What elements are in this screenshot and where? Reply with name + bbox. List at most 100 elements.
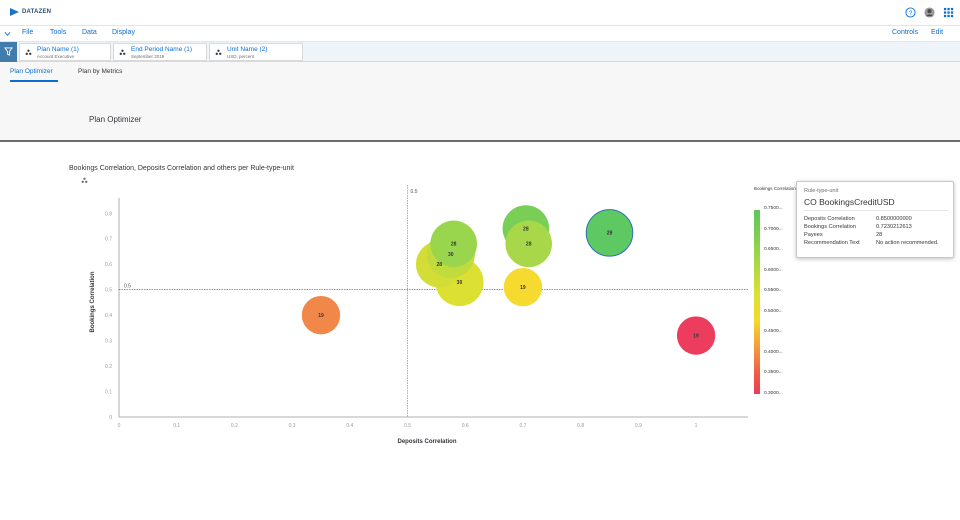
filter-value: Account Executive <box>37 54 75 59</box>
tab-bar: Plan Optimizer Plan by Metrics <box>0 62 960 82</box>
tooltip-row-label: Bookings Correlation <box>804 224 856 230</box>
menu-tools[interactable]: Tools <box>50 29 67 36</box>
bubble[interactable] <box>430 220 477 268</box>
bubble[interactable] <box>503 267 543 307</box>
bubble-label: 19 <box>693 333 699 339</box>
logo-text: DATAZEN <box>22 9 52 15</box>
bubble-label: 19 <box>318 313 324 319</box>
reference-line-y-label: 0.5 <box>124 284 131 290</box>
tooltip-row-label: Payees <box>804 232 823 238</box>
chart-ticks: 0 0.1 0.2 0.3 0.4 0.5 0.6 0.7 0.8 0.9 1 0 0.1 0.2 0.3 0… <box>105 211 698 429</box>
color-scale-bar <box>754 210 760 394</box>
legend-tick-label: 0.4000... <box>764 349 783 355</box>
filter-toggle-button[interactable] <box>0 42 17 62</box>
legend-tick-label: 0.7000... <box>764 226 783 232</box>
filter-chip-plan-name[interactable]: Plan Name (1) Account Executive <box>19 43 111 61</box>
tooltip-row-value: 0.8500000000 <box>876 216 912 222</box>
help-icon[interactable]: ? <box>905 7 916 18</box>
y-tick-label: 0.2 <box>105 364 112 370</box>
logo-mark-icon <box>10 8 19 16</box>
avatar[interactable] <box>924 7 935 18</box>
y-tick-label: 0.7 <box>105 237 112 243</box>
tooltip-row-value: 0.7230212613 <box>876 224 912 230</box>
chevron-down-icon[interactable] <box>4 31 11 37</box>
y-tick-label: 0.5 <box>105 288 112 294</box>
y-tick-label: 0.1 <box>105 390 112 396</box>
x-tick-label: 0.4 <box>346 423 353 429</box>
menu-controls[interactable]: Controls <box>892 29 919 36</box>
tooltip-title: CO BookingsCreditUSD <box>804 197 895 207</box>
y-tick-label: 0 <box>109 415 112 421</box>
bubble-label: 28 <box>526 242 532 248</box>
section-divider <box>0 140 960 142</box>
bubbles[interactable]: 19 30 28 30 28 19 28 28 28 19 <box>301 205 716 355</box>
y-tick-label: 0.6 <box>105 262 112 268</box>
legend-tick-label: 0.5000... <box>764 308 783 314</box>
bubble-label: 28 <box>451 242 457 248</box>
x-tick-label: 1 <box>695 423 698 429</box>
menu-data[interactable]: Data <box>82 29 97 36</box>
chart-title: Bookings Correlation, Deposits Correlati… <box>69 165 294 172</box>
bubble-label: 28 <box>436 262 442 268</box>
legend-tick-label: 0.3000... <box>764 390 783 396</box>
app-logo[interactable]: DATAZEN <box>10 8 51 16</box>
x-tick-label: 0.5 <box>404 423 411 429</box>
x-tick-label: 0 <box>118 423 121 429</box>
tooltip-separator <box>804 210 948 211</box>
bubble-label: 28 <box>523 226 529 232</box>
menu-file[interactable]: File <box>22 29 34 36</box>
bubble-label: 30 <box>448 252 454 258</box>
bubble[interactable] <box>301 295 341 335</box>
bubble[interactable] <box>505 220 552 268</box>
filter-chip-unit-name[interactable]: Unit Name (2) USD, percent <box>209 43 303 61</box>
x-tick-label: 0.9 <box>635 423 642 429</box>
legend-title-text: Bookings Correlation <box>754 186 796 191</box>
bubble[interactable] <box>585 209 634 257</box>
legend-title: Bookings Correlation <box>754 186 796 192</box>
filter-label: Plan Name (1) <box>37 46 79 53</box>
tab-plan-optimizer[interactable]: Plan Optimizer <box>10 68 53 75</box>
svg-text:?: ? <box>909 10 913 17</box>
legend-tick-label: 0.5500... <box>764 288 783 293</box>
x-tick-label: 0.6 <box>462 423 469 429</box>
legend-tick-label: 0.6000... <box>764 267 783 273</box>
tooltip-row-label: Recommendation Text <box>804 240 860 246</box>
reference-lines: 0.5 0.5 <box>119 185 748 417</box>
tab-plan-by-metrics[interactable]: Plan by Metrics <box>78 68 123 75</box>
x-tick-label: 0.8 <box>577 423 584 429</box>
x-tick-label: 0.3 <box>289 423 296 429</box>
bubble[interactable] <box>676 316 716 355</box>
legend-tick-label: 0.7500... <box>764 206 783 211</box>
bubble-label: 28 <box>607 231 613 237</box>
y-tick-label: 0.8 <box>105 211 112 217</box>
legend-tick-label: 0.3500... <box>764 370 783 375</box>
filter-value: USD, percent <box>227 54 255 59</box>
y-tick-label: 0.4 <box>105 313 112 319</box>
legend-tick-label: 0.4500... <box>764 329 783 334</box>
tooltip-row-value: 28 <box>876 232 883 238</box>
page-title: Plan Optimizer <box>89 115 142 124</box>
filter-chip-end-period[interactable]: End Period Name (1) September 2019 <box>113 43 207 61</box>
menu-edit[interactable]: Edit <box>931 29 944 36</box>
menu-display[interactable]: Display <box>112 29 135 36</box>
x-tick-label: 0.2 <box>231 423 238 429</box>
app-grid-icon[interactable] <box>943 7 954 18</box>
filter-label: Unit Name (2) <box>227 46 268 53</box>
filter-bar: Plan Name (1) Account Executive End Peri… <box>0 42 960 62</box>
filter-label: End Period Name (1) <box>131 46 193 53</box>
x-axis-label: Deposits Correlation <box>397 439 456 445</box>
title-area <box>0 82 960 140</box>
bubble-label: 19 <box>520 285 526 291</box>
dimension-icon <box>215 49 222 55</box>
y-tick-label: 0.3 <box>105 339 112 345</box>
menu-bar: File Tools Data Display Controls Edit <box>0 26 960 42</box>
data-point-tooltip: Rule-type-unit CO BookingsCreditUSD Depo… <box>796 181 954 258</box>
reference-line-x-label: 0.5 <box>411 189 418 195</box>
tooltip-row-label: Deposits Correlation <box>804 216 855 222</box>
legend-tick-label: 0.6500... <box>764 247 783 252</box>
y-axis-label: Bookings Correlation <box>90 271 96 332</box>
shell-header: DATAZEN ? <box>0 0 960 26</box>
tooltip-header: Rule-type-unit <box>804 188 839 194</box>
dimension-icon <box>81 177 88 183</box>
